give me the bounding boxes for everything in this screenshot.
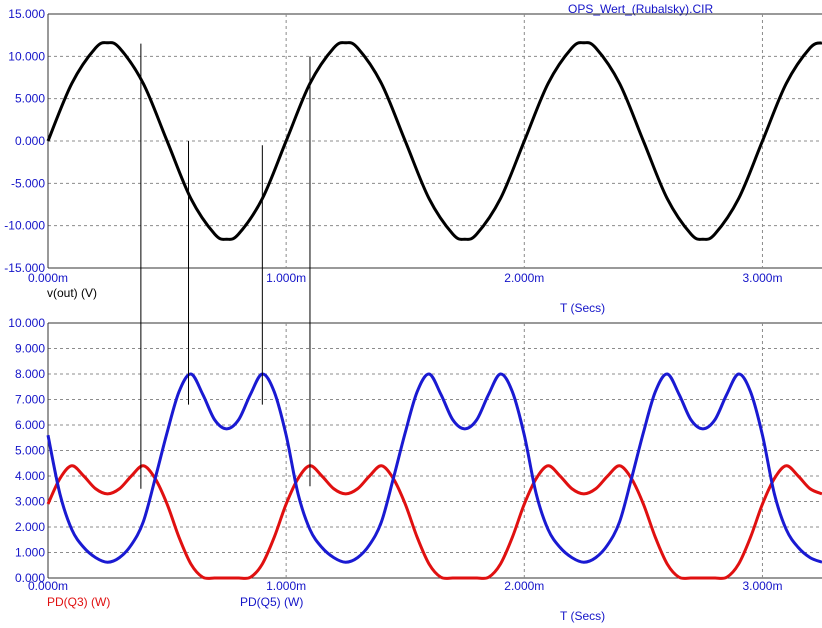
top-x-tick-label: 2.000m — [504, 271, 544, 285]
bottom-x-axis-label: T (Secs) — [560, 609, 605, 623]
top-legend-vout: v(out) (V) — [47, 286, 97, 300]
top-y-tick-label: 5.000 — [15, 92, 45, 106]
bottom-legend-pd-q3: PD(Q3) (W) — [47, 595, 110, 609]
bottom-legend-pd-q5: PD(Q5) (W) — [240, 595, 303, 609]
circuit-file-title: OPS_Wert_(Rubalsky).CIR — [568, 2, 714, 16]
bottom-series-line-1 — [46, 372, 822, 564]
top-x-tick-label: 1.000m — [266, 271, 306, 285]
marker-lines — [140, 43, 311, 489]
bottom-x-tick-label: 3.000m — [742, 579, 782, 593]
bottom-y-tick-label: 10.000 — [8, 316, 45, 330]
bottom-y-tick-label: 2.000 — [15, 520, 45, 534]
bottom-y-tick-label: 1.000 — [15, 546, 45, 560]
top-series — [46, 41, 822, 241]
top-y-tick-label: 15.000 — [8, 7, 45, 21]
bottom-y-tick-label: 6.000 — [15, 418, 45, 432]
bottom-y-tick-label: 7.000 — [15, 393, 45, 407]
top-y-tick-label: -15.000 — [4, 261, 45, 275]
top-y-tick-label: 10.000 — [8, 49, 45, 63]
bottom-y-tick-label: 8.000 — [15, 367, 45, 381]
bottom-series-line-0 — [46, 464, 822, 580]
top-x-tick-label: 0.000m — [28, 271, 68, 285]
bottom-x-tick-label: 0.000m — [28, 579, 68, 593]
bottom-x-tick-label: 2.000m — [504, 579, 544, 593]
top-x-axis-label: T (Secs) — [560, 301, 605, 315]
bottom-y-tick-label: 4.000 — [15, 469, 45, 483]
bottom-plot-grid — [47, 322, 822, 579]
top-series-line-0 — [46, 41, 822, 241]
bottom-y-tick-label: 0.000 — [15, 571, 45, 585]
top-y-tick-label: 0.000 — [15, 134, 45, 148]
bottom-y-tick-label: 9.000 — [15, 342, 45, 356]
top-x-tick-labels: 0.000m 1.000m 2.000m 3.000m — [28, 271, 782, 285]
bottom-x-tick-labels: 0.000m 1.000m 2.000m 3.000m — [28, 579, 782, 593]
top-y-tick-labels: 15.000 10.000 5.000 0.000 -5.000 -10.000 -15.0… — [4, 7, 45, 275]
top-y-tick-label: -10.000 — [4, 219, 45, 233]
bottom-series — [46, 372, 822, 580]
top-x-tick-label: 3.000m — [742, 271, 782, 285]
top-plot-grid — [47, 13, 822, 269]
bottom-y-tick-label: 5.000 — [15, 444, 45, 458]
bottom-x-tick-label: 1.000m — [266, 579, 306, 593]
bottom-y-tick-label: 3.000 — [15, 495, 45, 509]
bottom-y-tick-labels: 10.000 9.000 8.000 7.000 6.000 5.000 4.000 3.00… — [8, 316, 45, 585]
top-y-tick-label: -5.000 — [11, 176, 45, 190]
